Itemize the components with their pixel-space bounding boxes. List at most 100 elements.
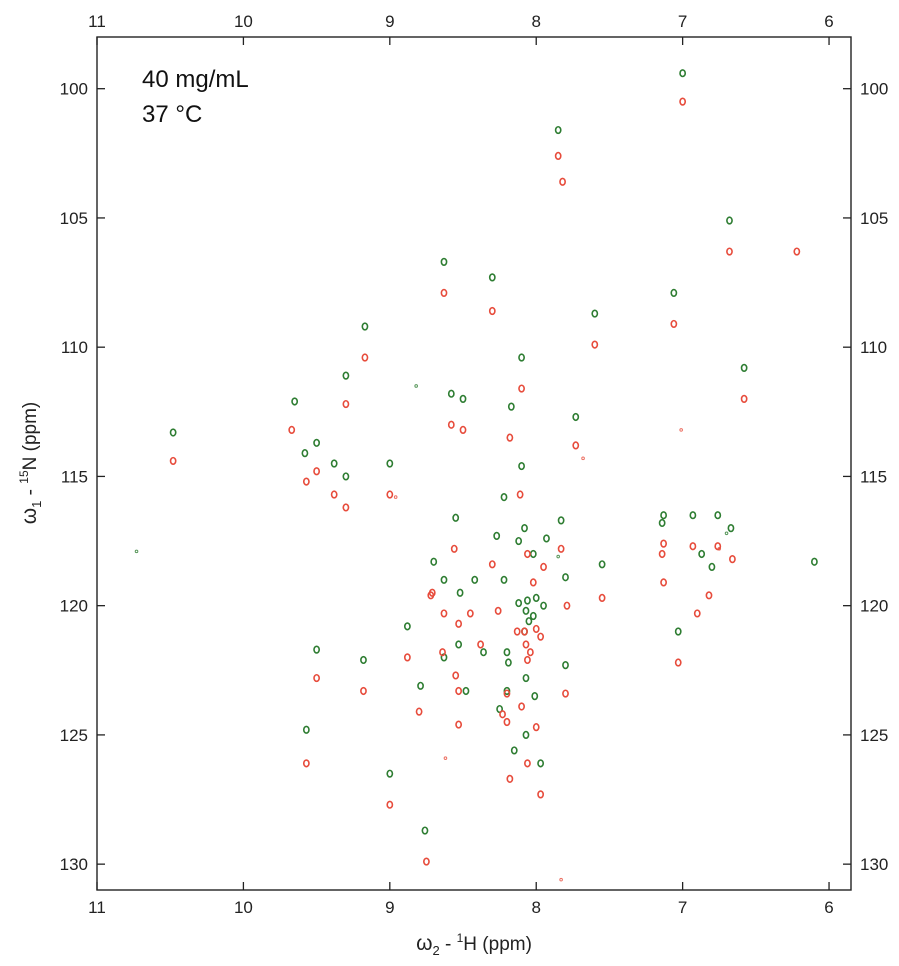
peak-point xyxy=(471,575,479,584)
peak-point xyxy=(529,578,537,587)
peak-point xyxy=(477,640,484,649)
peak-point xyxy=(169,428,177,437)
peak-point xyxy=(510,746,518,755)
x-tick-label-top: 11 xyxy=(88,12,106,31)
x-axis-label-subscript: 2 xyxy=(432,943,439,958)
peak-point xyxy=(660,511,667,520)
peak-point xyxy=(360,655,367,665)
y-tick-label-left: 115 xyxy=(61,467,88,486)
peak-point xyxy=(708,562,716,571)
peak-point-faint xyxy=(717,547,722,551)
peak-point xyxy=(572,441,580,450)
peak-point xyxy=(572,412,580,422)
peak-point xyxy=(403,622,411,631)
y-axis-label-subscript: 1 xyxy=(29,501,44,508)
peak-point xyxy=(540,562,547,571)
peak-point xyxy=(302,477,310,486)
peak-point xyxy=(793,247,801,256)
x-tick-label-bottom: 10 xyxy=(234,898,253,917)
peak-point-faint xyxy=(443,756,448,760)
y-axis-label-unit: (ppm) xyxy=(20,402,41,457)
temperature-annotation: 37 °C xyxy=(142,101,202,128)
peak-point-faint xyxy=(559,877,563,882)
y-axis-label: ω1 - 15N (ppm) xyxy=(17,402,44,525)
y-axis-label-greek: ω xyxy=(18,508,41,524)
peak-point xyxy=(386,800,394,809)
peak-point xyxy=(361,353,369,362)
peak-point xyxy=(658,518,666,528)
y-tick-label-left: 130 xyxy=(60,855,88,874)
peak-point xyxy=(386,459,394,468)
peak-point xyxy=(455,619,463,628)
peak-point xyxy=(500,575,508,584)
peak-point xyxy=(342,399,350,409)
peak-point xyxy=(462,686,470,696)
peak-point xyxy=(503,648,511,657)
x-tick-label-top: 8 xyxy=(531,12,540,31)
peak-point xyxy=(524,596,531,605)
x-tick-label-top: 6 xyxy=(824,12,833,31)
peak-point xyxy=(513,627,521,636)
y-tick-label-right: 125 xyxy=(860,726,888,745)
x-tick-label-top: 9 xyxy=(385,12,394,31)
peak-point xyxy=(466,609,474,618)
axis-ticks: 11 11 10 10 9 9 8 8 7 7 6 6 100 100 105 105 110 110 115 115… xyxy=(60,12,889,917)
peak-point xyxy=(591,309,599,318)
peak-point xyxy=(386,769,394,778)
peak-point xyxy=(421,826,429,835)
peak-point xyxy=(591,340,599,349)
peak-point xyxy=(493,531,501,540)
peak-point xyxy=(506,433,514,442)
y-axis-label-dash: - xyxy=(20,484,41,501)
peak-point xyxy=(440,257,448,266)
peak-point xyxy=(521,524,528,533)
peak-point xyxy=(301,449,309,458)
y-axis-label-superscript: 15 xyxy=(17,470,31,484)
peak-point xyxy=(361,322,369,331)
peak-point xyxy=(518,702,525,711)
peak-point xyxy=(526,648,534,657)
x-axis-label-superscript: 1 xyxy=(457,931,464,945)
peak-point xyxy=(524,549,531,559)
peak-point xyxy=(447,389,455,398)
peak-point xyxy=(525,617,533,626)
peak-point xyxy=(288,425,296,434)
peak-point xyxy=(500,493,508,502)
peak-point xyxy=(417,681,424,690)
peak-point xyxy=(507,402,515,411)
peak-point xyxy=(563,601,571,610)
peak-point xyxy=(598,560,606,569)
peak-point xyxy=(554,125,562,135)
peak-point xyxy=(499,710,506,719)
x-axis-label-greek: ω xyxy=(416,932,432,955)
peak-point-faint xyxy=(414,384,418,388)
peak-point xyxy=(559,177,566,186)
peak-point xyxy=(506,774,514,783)
peak-point xyxy=(554,151,562,161)
x-axis-label-nucleus: H xyxy=(463,934,477,955)
peak-point xyxy=(427,591,435,600)
y-tick-label-left: 105 xyxy=(60,209,88,228)
y-tick-label-left: 100 xyxy=(60,80,88,99)
peak-point xyxy=(810,557,818,566)
x-tick-label-bottom: 11 xyxy=(88,898,106,917)
peak-point xyxy=(557,544,565,553)
peak-point xyxy=(562,573,569,582)
peak-points xyxy=(134,69,818,882)
y-tick-label-right: 110 xyxy=(860,338,887,357)
y-tick-label-left: 125 xyxy=(60,726,88,745)
peak-point xyxy=(515,598,523,608)
peak-point xyxy=(447,420,455,429)
peak-point xyxy=(532,723,540,732)
peak-point xyxy=(342,472,350,481)
peak-point xyxy=(386,490,394,499)
x-tick-label-bottom: 8 xyxy=(531,898,540,917)
peak-point-faint xyxy=(679,428,683,432)
peak-point xyxy=(522,640,530,649)
x-axis-label-dash: - xyxy=(440,934,457,955)
peak-point xyxy=(660,578,667,587)
peak-point xyxy=(532,593,540,603)
peak-point xyxy=(726,247,733,256)
peak-point xyxy=(488,560,496,569)
